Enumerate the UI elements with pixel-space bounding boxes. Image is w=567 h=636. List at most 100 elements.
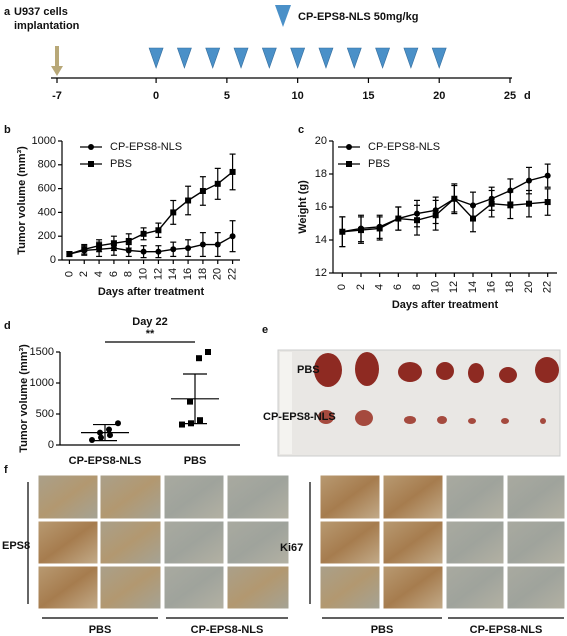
x-tick-label: 22 [542, 281, 554, 293]
x-tick-label: 14 [167, 268, 179, 280]
data-point [526, 200, 532, 207]
panel-letter: a [4, 6, 11, 18]
x-tick-label: 16 [182, 268, 194, 280]
group-label: PBS [371, 624, 394, 636]
x-axis-label: Days after treatment [98, 286, 205, 298]
dose-label: CP-EPS8-NLS 50mg/kg [298, 11, 418, 23]
data-point [214, 180, 221, 187]
data-point [125, 237, 132, 244]
y-tick-label: 16 [315, 201, 327, 213]
data-point [155, 248, 162, 255]
y-tick-label: 500 [36, 408, 54, 420]
x-tick-label: 8 [123, 271, 135, 277]
data-point [170, 246, 177, 253]
legend-marker [88, 161, 94, 167]
x-tick-label: 8 [411, 284, 423, 290]
photo-row-label: PBS [297, 364, 320, 376]
data-point [507, 202, 514, 209]
dose-triangle [176, 47, 192, 69]
data-point [81, 246, 88, 253]
y-tick-label: 0 [50, 254, 56, 266]
x-tick-label: 10 [430, 281, 442, 293]
data-point [358, 227, 364, 234]
event-arrowhead [51, 66, 63, 76]
data-point [199, 187, 206, 194]
dose-triangle [375, 47, 391, 69]
x-unit: d [524, 90, 531, 102]
dose-triangle [431, 47, 447, 69]
chart-title: Day 22 [132, 316, 167, 328]
data-point [205, 349, 211, 355]
data-point [488, 200, 495, 207]
significance-label: ** [146, 328, 155, 340]
data-point [107, 432, 113, 439]
data-point [544, 199, 551, 206]
data-point [170, 209, 177, 216]
data-point [155, 227, 162, 234]
data-point [179, 421, 185, 428]
data-point [395, 215, 402, 222]
x-tick-label: 0 [336, 284, 348, 290]
y-tick-label: 200 [38, 230, 56, 242]
data-point [187, 398, 193, 405]
event-label: implantation [14, 20, 80, 32]
series-line [69, 235, 233, 255]
data-point [96, 242, 103, 249]
y-tick-label: 14 [315, 234, 327, 246]
data-point [526, 177, 532, 184]
legend-marker [346, 144, 352, 150]
y-tick-label: 20 [315, 135, 327, 147]
dose-triangle [261, 47, 277, 69]
x-tick-label: 10 [137, 268, 149, 280]
x-tick-label: 4 [374, 284, 386, 290]
y-tick-label: 1000 [30, 377, 54, 389]
data-point [185, 197, 192, 204]
dose-triangle [403, 47, 419, 69]
legend-label: PBS [368, 158, 390, 170]
data-point [229, 168, 236, 175]
data-point [197, 417, 203, 424]
panel-letter: c [298, 124, 304, 136]
dose-triangle [205, 47, 221, 69]
panel-letter: f [4, 464, 8, 476]
series-line [69, 171, 234, 255]
dose-triangle [318, 47, 334, 69]
legend-marker [88, 144, 94, 150]
panel-letter: d [4, 320, 11, 332]
y-axis-label: Tumor volume (mm³) [16, 146, 28, 255]
y-tick-label: 600 [38, 183, 56, 195]
x-tick-label: 20 [212, 268, 224, 280]
group-label: PBS [89, 624, 112, 636]
dose-triangle [148, 47, 164, 69]
data-point [106, 426, 112, 433]
data-point [140, 230, 147, 237]
y-axis-label: Weight (g) [297, 180, 309, 234]
data-point [89, 437, 95, 444]
stain-label: Ki67 [280, 542, 303, 554]
y-tick-label: 0 [48, 439, 54, 451]
x-tick-label: 18 [197, 268, 209, 280]
x-tick-label: 22 [226, 268, 238, 280]
photo-row-label: CP-EPS8-NLS [263, 411, 336, 423]
y-tick-label: 18 [315, 168, 327, 180]
x-tick-label: 6 [392, 284, 404, 290]
x-tick-label: CP-EPS8-NLS [69, 455, 142, 467]
dose-triangle [233, 47, 249, 69]
data-point [125, 247, 132, 254]
x-tick-label: -7 [52, 90, 62, 102]
tumors [314, 352, 559, 426]
series-line [342, 197, 548, 233]
legend-label: CP-EPS8-NLS [368, 141, 440, 153]
x-tick-label: PBS [184, 455, 207, 467]
ihc-images [37, 474, 566, 610]
event-label: U937 cells [14, 6, 68, 18]
data-point [214, 241, 221, 248]
x-tick-label: 12 [152, 268, 164, 280]
x-tick-label: 2 [355, 284, 367, 290]
stain-label: EPS8 [2, 540, 30, 552]
x-tick-label: 10 [292, 90, 304, 102]
x-axis-label: Days after treatment [392, 299, 499, 311]
dose-triangle [346, 47, 362, 69]
x-tick-label: 15 [362, 90, 374, 102]
